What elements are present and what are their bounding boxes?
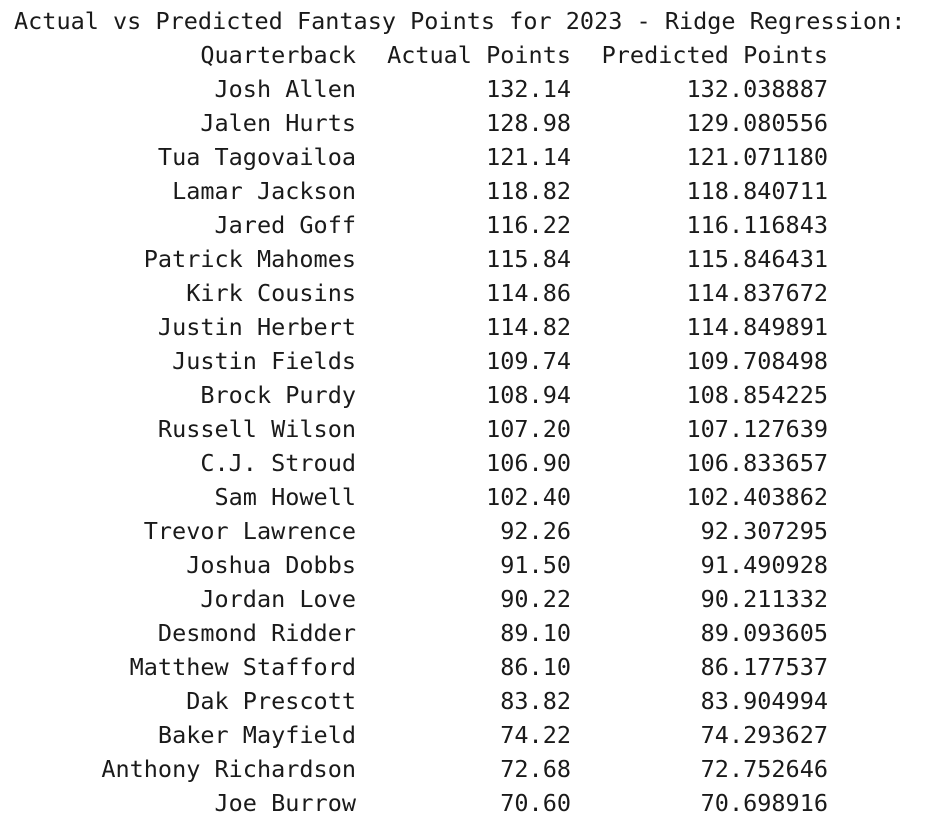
quarterback-name: Jordan Love xyxy=(200,585,356,613)
actual-points-value: 116.22 xyxy=(486,211,571,239)
quarterback-name: Trevor Lawrence xyxy=(143,517,356,545)
quarterback-name: Justin Fields xyxy=(172,347,356,375)
actual-points-value: 107.20 xyxy=(486,415,571,443)
table-row: Jalen Hurts 128.98 129.080556 xyxy=(0,106,932,140)
quarterback-name: Sam Howell xyxy=(214,483,356,511)
actual-points-value: 91.50 xyxy=(500,551,571,579)
points-table: Quarterback Actual Points Predicted Poin… xyxy=(0,38,932,820)
actual-points-value: 114.82 xyxy=(486,313,571,341)
predicted-points-value: 72.752646 xyxy=(700,755,828,783)
actual-points-value: 114.86 xyxy=(486,279,571,307)
predicted-points-value: 92.307295 xyxy=(700,517,828,545)
table-body: Josh Allen 132.14 132.038887 Jalen Hurts 128… xyxy=(0,72,932,820)
table-row: Lamar Jackson 118.82 118.840711 xyxy=(0,174,932,208)
table-row: Dak Prescott 83.82 83.904994 xyxy=(0,684,932,718)
quarterback-name: Baker Mayfield xyxy=(157,721,356,749)
actual-points-value: 92.26 xyxy=(500,517,571,545)
table-row: Justin Herbert 114.82 114.849891 xyxy=(0,310,932,344)
actual-points-value: 102.40 xyxy=(486,483,571,511)
table-row: Jared Goff 116.22 116.116843 xyxy=(0,208,932,242)
predicted-points-value: 114.837672 xyxy=(686,279,828,307)
table-row: C.J. Stroud 106.90 106.833657 xyxy=(0,446,932,480)
predicted-points-value: 121.071180 xyxy=(686,143,828,171)
predicted-points-value: 86.177537 xyxy=(700,653,828,681)
output-title: Actual vs Predicted Fantasy Points for 2… xyxy=(14,7,906,35)
column-header-predicted-points: Predicted Points xyxy=(601,41,828,69)
quarterback-name: Joshua Dobbs xyxy=(186,551,356,579)
actual-points-value: 132.14 xyxy=(486,75,571,103)
actual-points-value: 90.22 xyxy=(500,585,571,613)
quarterback-name: Russell Wilson xyxy=(157,415,356,443)
table-row: Trevor Lawrence 92.26 92.307295 xyxy=(0,514,932,548)
predicted-points-value: 74.293627 xyxy=(700,721,828,749)
table-row: Tua Tagovailoa 121.14 121.071180 xyxy=(0,140,932,174)
predicted-points-value: 116.116843 xyxy=(686,211,828,239)
predicted-points-value: 89.093605 xyxy=(700,619,828,647)
quarterback-name: C.J. Stroud xyxy=(200,449,356,477)
table-row: Justin Fields 109.74 109.708498 xyxy=(0,344,932,378)
quarterback-name: Lamar Jackson xyxy=(172,177,356,205)
predicted-points-value: 83.904994 xyxy=(700,687,828,715)
actual-points-value: 108.94 xyxy=(486,381,571,409)
actual-points-value: 106.90 xyxy=(486,449,571,477)
quarterback-name: Anthony Richardson xyxy=(101,755,356,783)
quarterback-name: Desmond Ridder xyxy=(157,619,356,647)
quarterback-name: Joe Burrow xyxy=(214,789,356,817)
actual-points-value: 128.98 xyxy=(486,109,571,137)
table-row: Josh Allen 132.14 132.038887 xyxy=(0,72,932,106)
table-row: Desmond Ridder 89.10 89.093605 xyxy=(0,616,932,650)
table-row: Joe Burrow 70.60 70.698916 xyxy=(0,786,932,820)
quarterback-name: Matthew Stafford xyxy=(129,653,356,681)
actual-points-value: 115.84 xyxy=(486,245,571,273)
predicted-points-value: 91.490928 xyxy=(700,551,828,579)
actual-points-value: 89.10 xyxy=(500,619,571,647)
predicted-points-value: 108.854225 xyxy=(686,381,828,409)
table-row: Kirk Cousins 114.86 114.837672 xyxy=(0,276,932,310)
table-row: Jordan Love 90.22 90.211332 xyxy=(0,582,932,616)
predicted-points-value: 107.127639 xyxy=(686,415,828,443)
table-row: Sam Howell 102.40 102.403862 xyxy=(0,480,932,514)
column-header-quarterback: Quarterback xyxy=(200,41,356,69)
table-row: Brock Purdy 108.94 108.854225 xyxy=(0,378,932,412)
predicted-points-value: 114.849891 xyxy=(686,313,828,341)
predicted-points-value: 109.708498 xyxy=(686,347,828,375)
predicted-points-value: 102.403862 xyxy=(686,483,828,511)
actual-points-value: 83.82 xyxy=(500,687,571,715)
table-row: Baker Mayfield 74.22 74.293627 xyxy=(0,718,932,752)
actual-points-value: 121.14 xyxy=(486,143,571,171)
quarterback-name: Patrick Mahomes xyxy=(143,245,356,273)
quarterback-name: Tua Tagovailoa xyxy=(157,143,356,171)
column-header-actual-points: Actual Points xyxy=(387,41,571,69)
actual-points-value: 72.68 xyxy=(500,755,571,783)
quarterback-name: Jared Goff xyxy=(214,211,356,239)
predicted-points-value: 115.846431 xyxy=(686,245,828,273)
actual-points-value: 118.82 xyxy=(486,177,571,205)
predicted-points-value: 70.698916 xyxy=(700,789,828,817)
quarterback-name: Jalen Hurts xyxy=(200,109,356,137)
table-row: Russell Wilson 107.20 107.127639 xyxy=(0,412,932,446)
actual-points-value: 109.74 xyxy=(486,347,571,375)
table-row: Anthony Richardson 72.68 72.752646 xyxy=(0,752,932,786)
table-row: Patrick Mahomes 115.84 115.846431 xyxy=(0,242,932,276)
predicted-points-value: 90.211332 xyxy=(700,585,828,613)
table-header-row: Quarterback Actual Points Predicted Poin… xyxy=(0,38,932,72)
quarterback-name: Justin Herbert xyxy=(157,313,356,341)
quarterback-name: Josh Allen xyxy=(214,75,356,103)
predicted-points-value: 118.840711 xyxy=(686,177,828,205)
actual-points-value: 70.60 xyxy=(500,789,571,817)
quarterback-name: Dak Prescott xyxy=(186,687,356,715)
quarterback-name: Kirk Cousins xyxy=(186,279,356,307)
table-row: Matthew Stafford 86.10 86.177537 xyxy=(0,650,932,684)
actual-points-value: 74.22 xyxy=(500,721,571,749)
predicted-points-value: 132.038887 xyxy=(686,75,828,103)
quarterback-name: Brock Purdy xyxy=(200,381,356,409)
actual-points-value: 86.10 xyxy=(500,653,571,681)
predicted-points-value: 106.833657 xyxy=(686,449,828,477)
table-row: Joshua Dobbs 91.50 91.490928 xyxy=(0,548,932,582)
predicted-points-value: 129.080556 xyxy=(686,109,828,137)
